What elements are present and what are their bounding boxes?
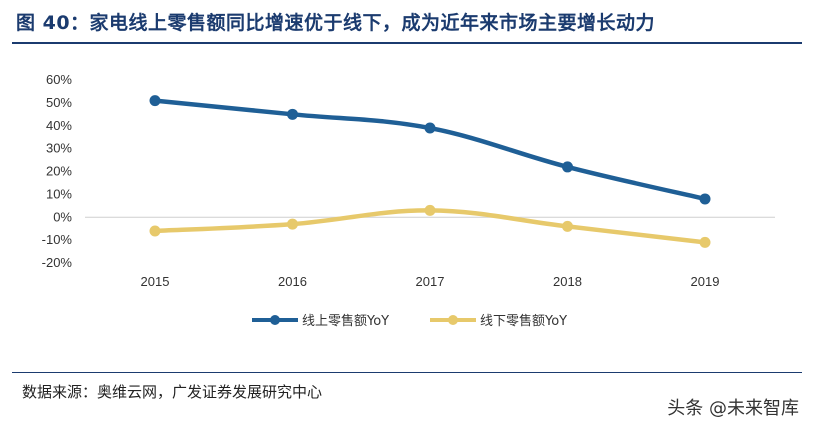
legend-marker: [448, 315, 458, 325]
y-tick-label: 50%: [46, 95, 72, 110]
data-point: [287, 108, 298, 120]
legend-label: 线下零售额YoY: [480, 313, 567, 329]
x-tick-label: 2019: [691, 274, 720, 289]
title-divider: [12, 42, 802, 44]
watermark: 头条 @未来智库: [667, 398, 799, 419]
x-tick-label: 2018: [553, 274, 582, 289]
legend-marker: [270, 315, 280, 325]
x-tick-label: 2016: [278, 274, 307, 289]
y-tick-label: 40%: [46, 118, 72, 133]
line-chart: 60% 50% 40% 30% 20% 10% 0% -10% -20% 2015 2016 201…: [42, 72, 775, 329]
data-point: [562, 161, 573, 173]
y-tick-label: 60%: [46, 72, 72, 87]
footer-divider: [12, 372, 802, 373]
y-tick-label: 30%: [46, 141, 72, 156]
y-tick-label: -10%: [42, 232, 73, 247]
y-tick-label: 10%: [46, 186, 72, 201]
legend-label: 线上零售额YoY: [302, 313, 389, 329]
series-line: [152, 98, 708, 202]
data-point: [287, 218, 298, 230]
x-tick-label: 2015: [141, 274, 170, 289]
data-point: [149, 95, 161, 107]
y-tick-label: 20%: [46, 164, 72, 179]
data-point: [699, 193, 711, 205]
data-point: [424, 122, 436, 134]
data-point: [149, 225, 161, 237]
data-point: [562, 220, 573, 232]
data-point: [424, 204, 436, 216]
source-note: 数据来源：奥维云网，广发证券发展研究中心: [22, 383, 323, 401]
y-tick-label: 0%: [53, 209, 72, 224]
chart-title: 图 40：家电线上零售额同比增速优于线下，成为近年来市场主要增长动力: [16, 12, 656, 34]
data-point: [699, 236, 711, 248]
x-tick-label: 2017: [416, 274, 445, 289]
y-tick-label: -20%: [42, 255, 73, 270]
